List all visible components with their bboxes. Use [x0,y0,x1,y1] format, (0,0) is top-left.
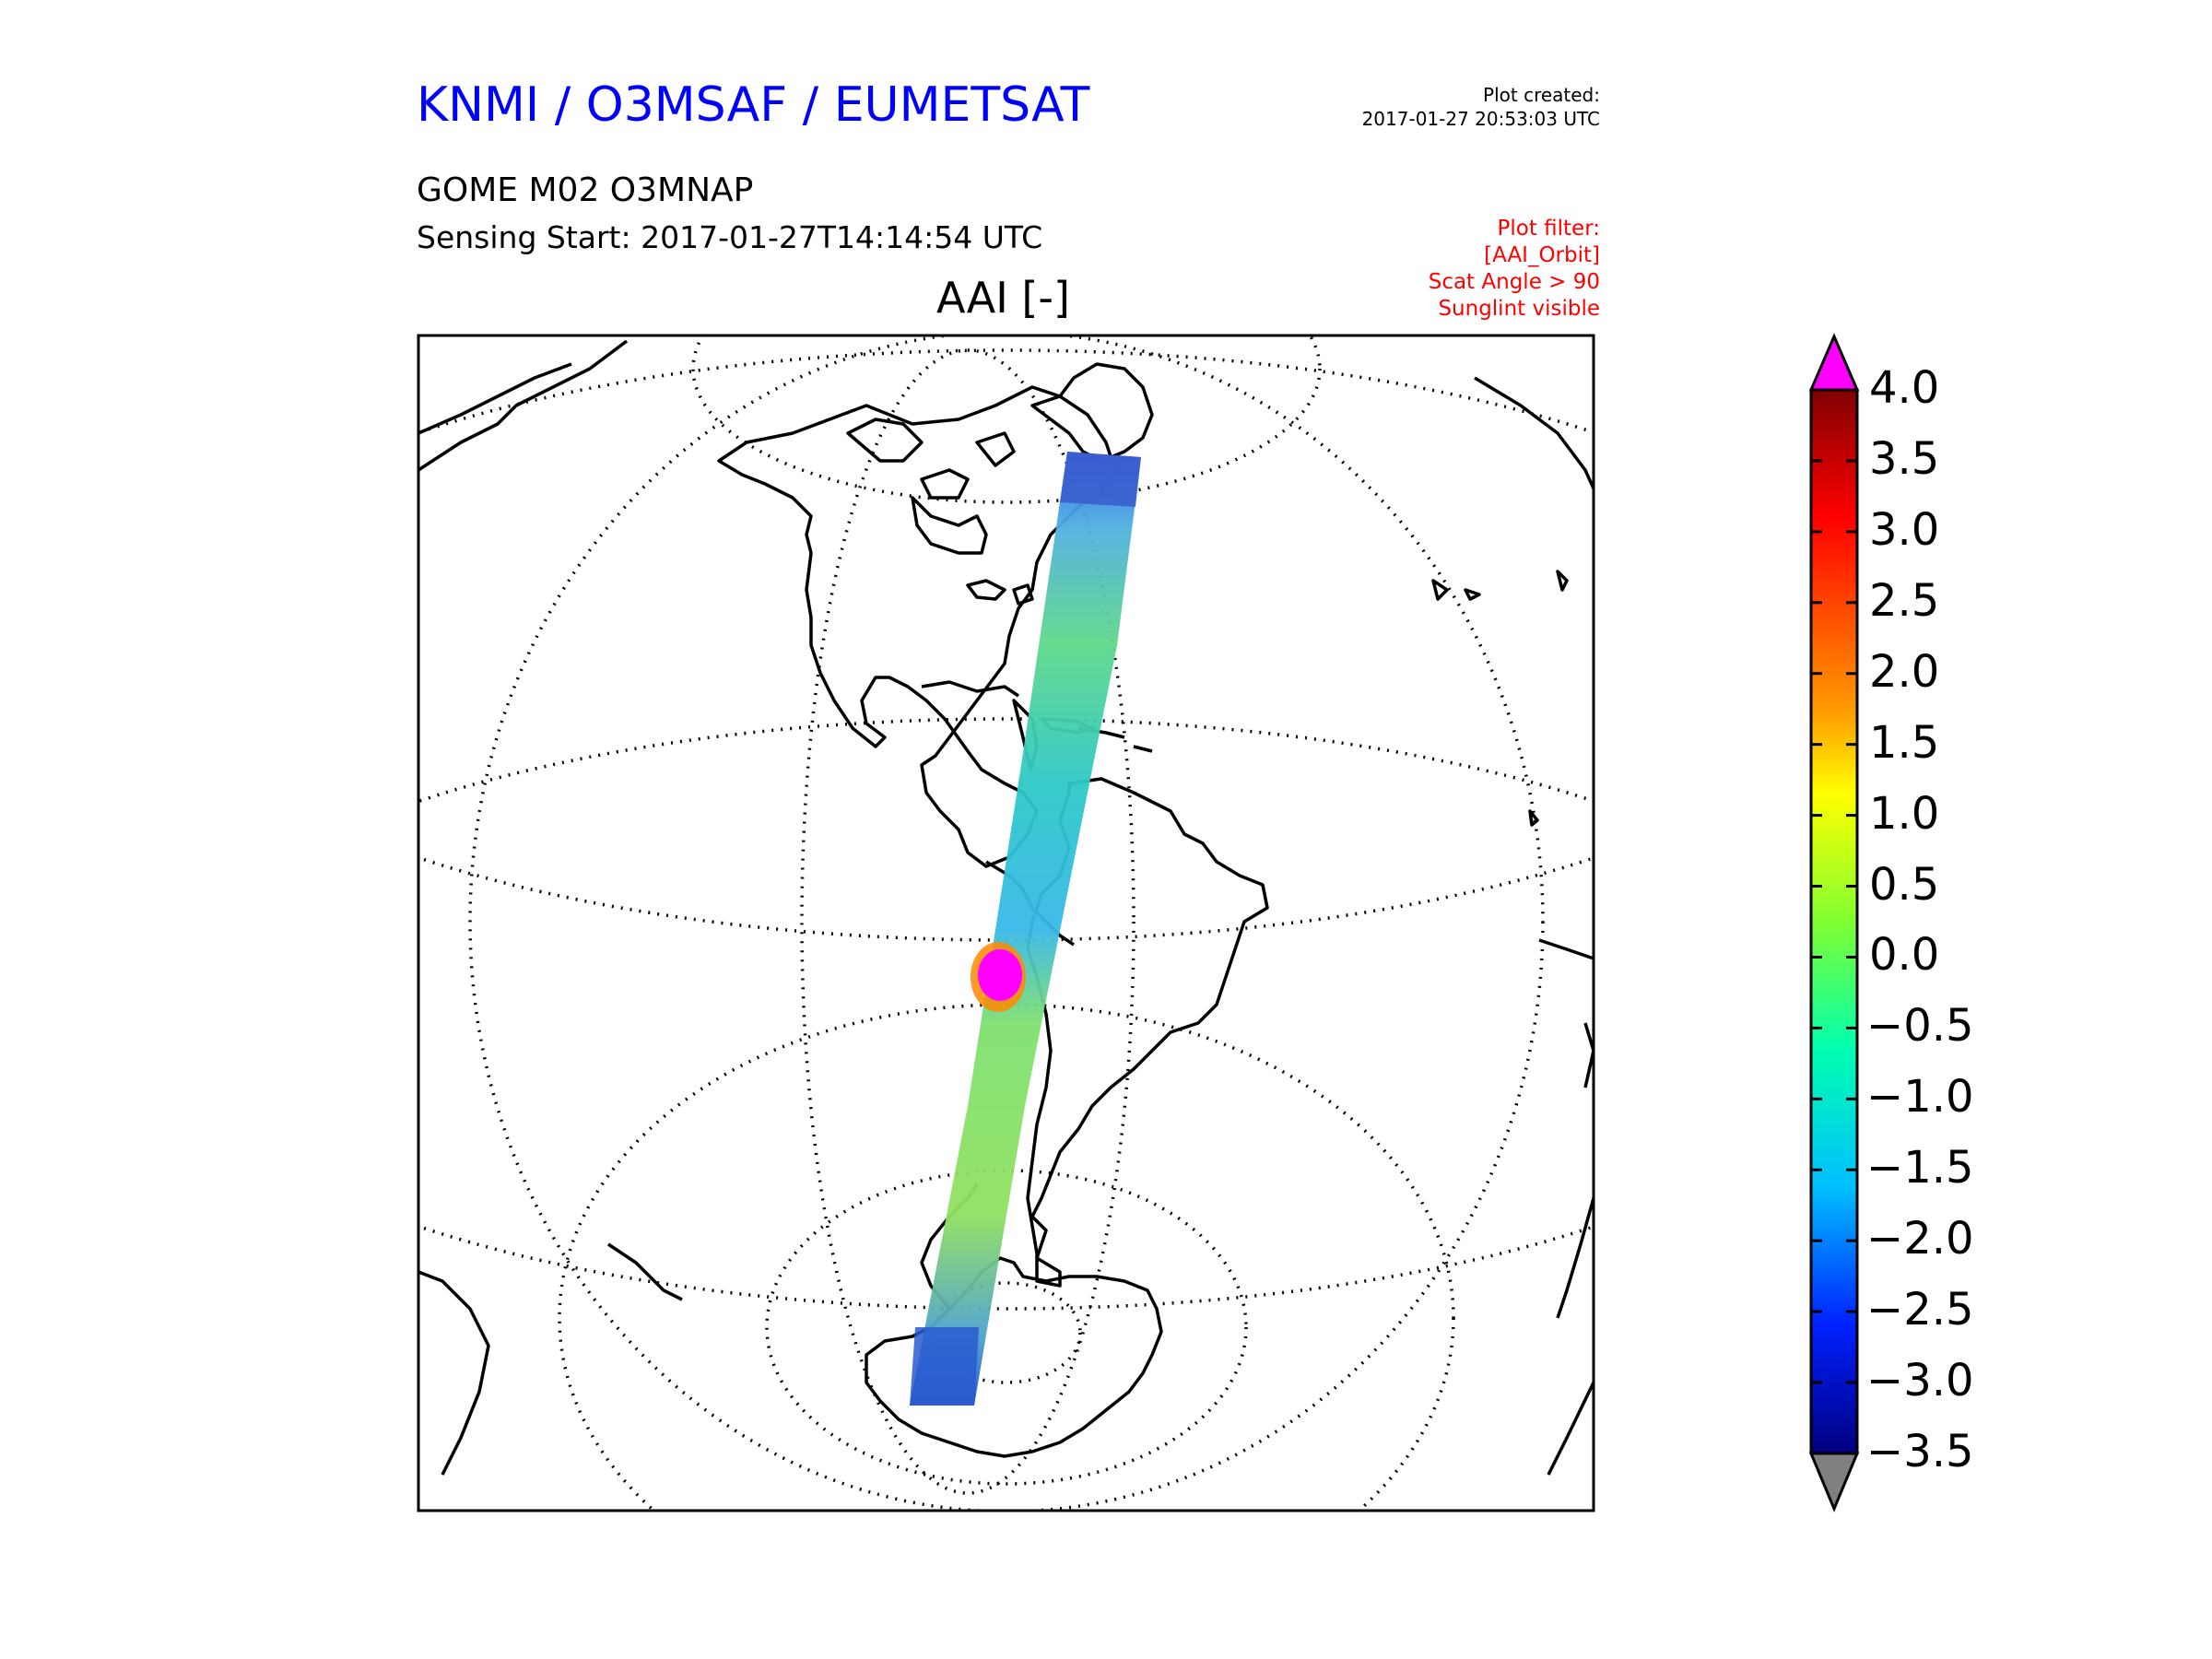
organization-title: KNMI / O3MSAF / EUMETSAT [417,77,1090,133]
south-africa [1556,1197,1594,1319]
colorbar-tick-label: −3.5 [1866,1426,1974,1477]
sensing-start: Sensing Start: 2017-01-27T14:14:54 UTC [417,219,1043,255]
latitude-circle [691,335,1322,504]
orbit-swath [910,452,1141,1406]
west-africa [1538,938,1594,1088]
colorbar-under-extension [1808,1452,1860,1512]
swath-arctic-segment [1060,452,1141,507]
latitude-circle [765,1169,1248,1486]
latitude-circle [931,1281,1082,1384]
product-name: GOME M02 O3MNAP [417,171,754,209]
latitude-circle [558,1003,1455,1511]
great-lakes [966,579,1034,606]
colorbar-body [1809,388,1859,1455]
aai-hotspot [978,949,1022,1001]
colorbar-tick-label: −0.5 [1866,1000,1974,1053]
filter-line: Plot filter: [1497,217,1600,241]
colorbar-tick-label: −1.5 [1866,1142,1974,1194]
plot-created: Plot created: 2017-01-27 20:53:03 UTC [1362,83,1600,131]
filter-line: [AAI_Orbit] [1484,243,1600,267]
map-frame [417,334,1595,1512]
filter-line: Scat Angle > 90 [1428,270,1600,294]
colorbar-tick-label: 1.0 [1869,787,1940,840]
colorbar-tick-label: 2.0 [1869,645,1940,698]
african-east-coast [1547,1382,1594,1476]
colorbar-tick-label: 3.5 [1869,432,1940,485]
colorbar-tick-label: 3.0 [1869,503,1940,556]
greenland [1030,362,1154,463]
colorbar-over-extension [1808,333,1860,392]
filter-line: Sunglint visible [1438,297,1600,321]
latitude-circle [418,717,1594,1311]
australia-nz [418,1242,683,1476]
map-area [418,335,1594,1511]
arctic-islands [846,418,1016,500]
colorbar-ticks [1811,388,1857,1455]
plot-created-label: Plot created: [1483,84,1600,106]
swath-antarctic-segment [910,1327,979,1406]
colorbar-tick-label: −2.5 [1866,1284,1974,1336]
colorbar-tick-label: 0.5 [1869,858,1940,911]
meridian [468,335,1545,1511]
colorbar-tick-label: 1.5 [1869,716,1940,769]
swath-band [910,452,1141,1406]
gulf-coast [921,680,1019,698]
colorbar-tick-label: −3.0 [1866,1355,1974,1407]
north-america-coast [717,385,1117,868]
colorbar-tick-label: 0.0 [1869,929,1940,982]
plot-created-time: 2017-01-27 20:53:03 UTC [1361,108,1600,130]
meridian [800,348,1135,1495]
europe-africa-coast [1474,376,1594,489]
colorbar [1808,333,1860,1512]
asia-coast [418,362,572,435]
plot-filter: Plot filter: [AAI_Orbit] Scat Angle > 90… [1429,216,1600,323]
colorbar-tick-label: 4.0 [1869,362,1940,414]
hudson-bay [911,496,988,555]
plot-title: AAI [-] [936,273,1070,323]
colorbar-tick-label: 2.5 [1869,574,1940,627]
colorbar-tick-label: −2.0 [1866,1213,1974,1265]
colorbar-tick-label: −1.0 [1866,1071,1974,1124]
siberia-coast [418,339,629,472]
europe-islands [1431,570,1569,601]
pacific-island [1528,809,1539,827]
